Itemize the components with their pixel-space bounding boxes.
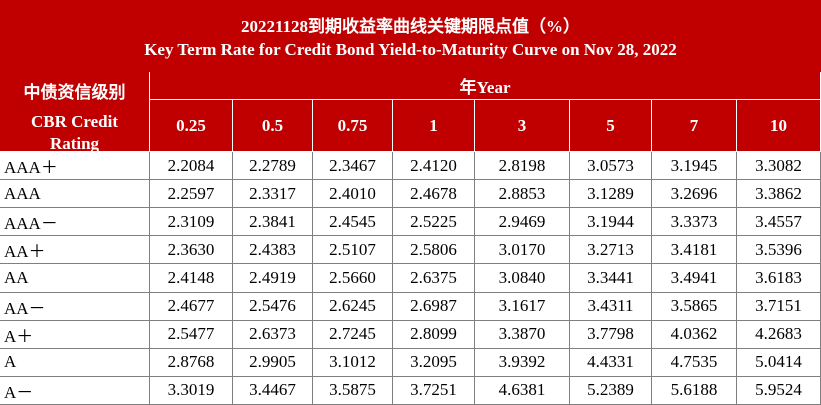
column-header: 3 xyxy=(475,100,570,152)
rate-cell: 3.3373 xyxy=(652,208,737,237)
rating-label: AA xyxy=(0,264,150,293)
rate-cell: 3.3019 xyxy=(150,376,233,405)
rate-cell: 2.8099 xyxy=(393,320,475,349)
rate-cell: 2.3317 xyxy=(233,180,313,209)
rate-cell: 3.3862 xyxy=(737,180,821,209)
rate-cell: 2.6987 xyxy=(393,292,475,321)
rating-label-en: CBR Credit Rating xyxy=(30,112,119,153)
rate-cell: 5.0414 xyxy=(737,348,821,377)
column-header: 5 xyxy=(570,100,652,152)
rate-cell: 2.4545 xyxy=(313,208,393,237)
rate-cell: 3.5875 xyxy=(313,376,393,405)
rate-cell: 2.9469 xyxy=(475,208,570,237)
rate-cell: 3.7251 xyxy=(393,376,475,405)
title-en: Key Term Rate for Credit Bond Yield-to-M… xyxy=(144,40,677,59)
rate-cell: 4.7535 xyxy=(652,348,737,377)
rate-cell: 2.2597 xyxy=(150,180,233,209)
rate-cell: 3.2095 xyxy=(393,348,475,377)
rate-cell: 2.4010 xyxy=(313,180,393,209)
rate-cell: 2.6245 xyxy=(313,292,393,321)
rate-cell: 3.7151 xyxy=(737,292,821,321)
rate-cell: 2.9905 xyxy=(233,348,313,377)
rate-cell: 2.8853 xyxy=(475,180,570,209)
rating-label: A xyxy=(0,348,150,377)
rate-cell: 2.7245 xyxy=(313,320,393,349)
rate-cell: 2.5476 xyxy=(233,292,313,321)
rate-cell: 2.3467 xyxy=(313,152,393,181)
rating-label: AAA xyxy=(0,180,150,209)
rating-header: 中债资信级别 CBR Credit Rating xyxy=(0,72,150,153)
rate-cell: 3.5396 xyxy=(737,236,821,265)
rate-cell: 3.9392 xyxy=(475,348,570,377)
rate-cell: 5.6188 xyxy=(652,376,737,405)
rate-cell: 5.2389 xyxy=(570,376,652,405)
rate-cell: 3.2696 xyxy=(652,180,737,209)
rate-cell: 2.8198 xyxy=(475,152,570,181)
rate-cell: 4.2683 xyxy=(737,320,821,349)
rating-label: A－ xyxy=(0,376,150,405)
rate-cell: 3.3870 xyxy=(475,320,570,349)
rate-cell: 2.5225 xyxy=(393,208,475,237)
rate-cell: 2.4677 xyxy=(150,292,233,321)
column-header: 0.75 xyxy=(313,100,393,152)
term-header: 年Year xyxy=(150,72,821,100)
rate-cell: 2.5107 xyxy=(313,236,393,265)
title-cn: 20221128到期收益率曲线关键期限点值（%） xyxy=(240,17,581,36)
column-header: 0.5 xyxy=(233,100,313,152)
rate-cell: 2.4148 xyxy=(150,264,233,293)
rate-cell: 2.5477 xyxy=(150,320,233,349)
rate-cell: 3.4181 xyxy=(652,236,737,265)
rate-cell: 3.6183 xyxy=(737,264,821,293)
column-header: 1 xyxy=(393,100,475,152)
rate-cell: 3.4311 xyxy=(570,292,652,321)
column-header: 7 xyxy=(652,100,737,152)
rate-cell: 3.1289 xyxy=(570,180,652,209)
rate-cell: 3.0573 xyxy=(570,152,652,181)
rate-cell: 5.9524 xyxy=(737,376,821,405)
rating-label: AAA＋ xyxy=(0,152,150,181)
column-header: 0.25 xyxy=(150,100,233,152)
rate-cell: 2.5806 xyxy=(393,236,475,265)
rate-cell: 2.3630 xyxy=(150,236,233,265)
rate-cell: 2.4120 xyxy=(393,152,475,181)
rate-cell: 4.6381 xyxy=(475,376,570,405)
rate-cell: 3.3441 xyxy=(570,264,652,293)
rate-cell: 2.8768 xyxy=(150,348,233,377)
rate-cell: 2.6373 xyxy=(233,320,313,349)
rating-label: AA－ xyxy=(0,292,150,321)
rating-label: AA＋ xyxy=(0,236,150,265)
rate-cell: 3.1944 xyxy=(570,208,652,237)
rate-cell: 3.4557 xyxy=(737,208,821,237)
rate-cell: 4.0362 xyxy=(652,320,737,349)
rate-cell: 2.4678 xyxy=(393,180,475,209)
rate-cell: 2.3109 xyxy=(150,208,233,237)
rate-cell: 3.1617 xyxy=(475,292,570,321)
rate-cell: 3.0170 xyxy=(475,236,570,265)
rate-cell: 2.2789 xyxy=(233,152,313,181)
rate-cell: 3.1945 xyxy=(652,152,737,181)
rate-cell: 2.5660 xyxy=(313,264,393,293)
rate-cell: 3.5865 xyxy=(652,292,737,321)
rate-cell: 3.4467 xyxy=(233,376,313,405)
rate-cell: 3.7798 xyxy=(570,320,652,349)
rating-label-cn: 中债资信级别 xyxy=(23,83,126,102)
column-header: 10 xyxy=(737,100,821,152)
rate-cell: 3.1012 xyxy=(313,348,393,377)
rate-cell: 4.4331 xyxy=(570,348,652,377)
rate-cell: 2.2084 xyxy=(150,152,233,181)
rate-cell: 2.3841 xyxy=(233,208,313,237)
rate-cell: 3.4941 xyxy=(652,264,737,293)
rate-cell: 2.6375 xyxy=(393,264,475,293)
rate-cell: 2.4383 xyxy=(233,236,313,265)
rate-cell: 2.4919 xyxy=(233,264,313,293)
rating-label: AAA－ xyxy=(0,208,150,237)
rate-cell: 3.3082 xyxy=(737,152,821,181)
rate-cell: 3.0840 xyxy=(475,264,570,293)
title-banner: 20221128到期收益率曲线关键期限点值（%） Key Term Rate f… xyxy=(0,0,821,72)
rate-cell: 3.2713 xyxy=(570,236,652,265)
rating-label: A＋ xyxy=(0,320,150,349)
